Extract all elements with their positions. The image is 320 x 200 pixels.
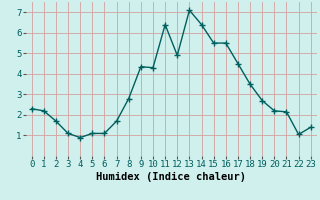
- X-axis label: Humidex (Indice chaleur): Humidex (Indice chaleur): [96, 172, 246, 182]
